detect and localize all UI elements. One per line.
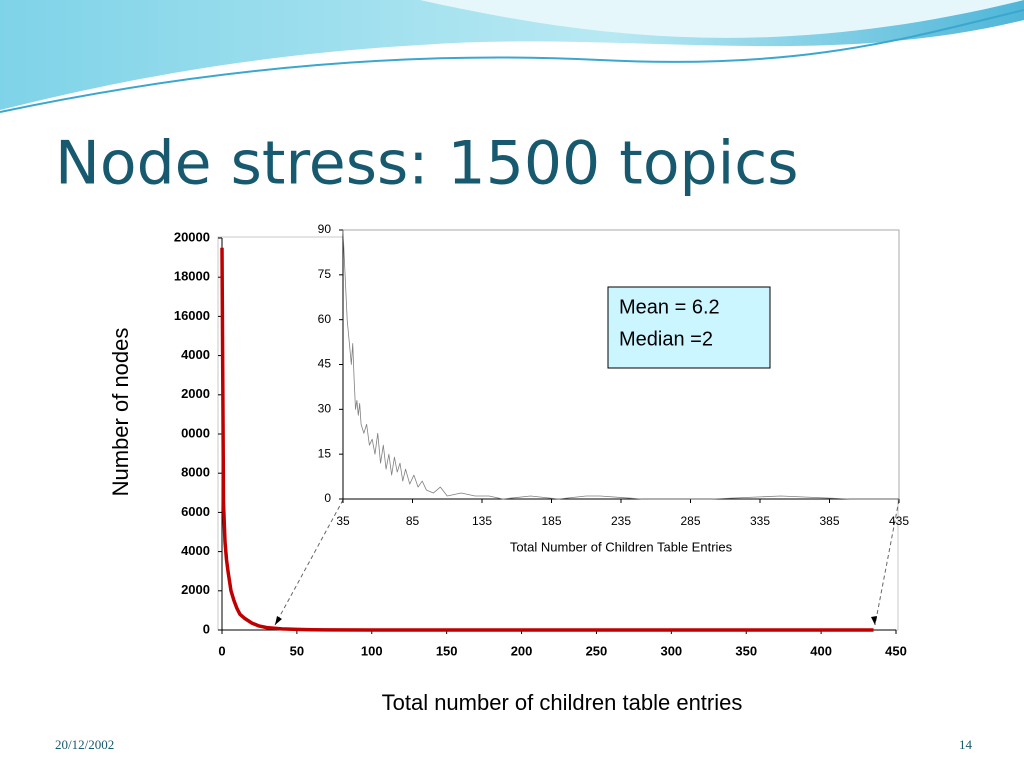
y-tick-label: 45 <box>318 357 332 371</box>
x-tick-label: 285 <box>680 514 700 528</box>
y-tick-label: 8000 <box>181 465 210 480</box>
header-wave-line <box>0 9 1024 113</box>
x-tick-label: 250 <box>586 643 608 658</box>
header-wave-light <box>420 0 1024 38</box>
x-tick-label: 50 <box>290 643 304 658</box>
annotation: Mean = 6.2 <box>619 296 720 318</box>
x-tick-label: 400 <box>810 643 832 658</box>
x-tick-label: 0 <box>218 643 225 658</box>
slide-date: 20/12/2002 <box>55 737 114 752</box>
data-line <box>342 229 899 500</box>
y-tick-label: 30 <box>318 402 332 416</box>
x-tick-label: 435 <box>889 514 909 528</box>
y-tick-label: 6000 <box>181 504 210 519</box>
x-tick-label: 450 <box>885 643 907 658</box>
y-tick-label: 20000 <box>174 229 210 244</box>
zoom-arrowhead <box>275 616 877 625</box>
x-tick-label: 135 <box>472 514 492 528</box>
x-tick-label: 200 <box>511 643 533 658</box>
data-line <box>220 247 874 632</box>
y-tick-label: 16000 <box>174 308 210 323</box>
x-tick-label: 150 <box>436 643 458 658</box>
x-tick-label: 235 <box>611 514 631 528</box>
x-axis-label: Total Number of Children Table Entries <box>510 539 733 554</box>
x-tick-label: 350 <box>735 643 757 658</box>
y-tick-label: 4000 <box>181 543 210 558</box>
inset-chart: 0 15 30 45 60 75 90 35 85 135 185 235 285 335 385 435 To… <box>318 222 910 554</box>
x-tick-label: 100 <box>361 643 383 658</box>
x-tick-label: 385 <box>819 514 839 528</box>
x-tick-label: 85 <box>406 514 420 528</box>
annotation-box <box>607 286 771 369</box>
y-tick-label: 2000 <box>181 582 210 597</box>
y-tick-label: 18000 <box>174 269 210 284</box>
slide-page: 14 <box>959 737 973 752</box>
y-tick-label: 15 <box>318 446 332 460</box>
y-tick-label: 0 <box>203 621 210 636</box>
y-tick-label: 75 <box>318 267 332 281</box>
y-axis-label: Number of nodes <box>108 328 133 497</box>
x-tick-label: 35 <box>336 514 350 528</box>
annotation: Median =2 <box>619 328 713 350</box>
x-axis-label: Total number of children table entries <box>382 690 743 715</box>
y-tick-label: 90 <box>318 222 332 236</box>
y-tick-label: 0 <box>324 491 331 505</box>
x-tick-label: 335 <box>750 514 770 528</box>
x-tick-label: 185 <box>541 514 561 528</box>
y-tick-label: 2000 <box>181 386 210 401</box>
y-tick-label: 60 <box>318 312 332 326</box>
x-tick-label: 300 <box>660 643 682 658</box>
slide-title: Node stress: 1500 topics <box>55 129 799 199</box>
y-tick-label: 0000 <box>181 425 210 440</box>
zoom-line <box>874 499 900 626</box>
zoom-line <box>274 499 344 626</box>
y-tick-label: 4000 <box>181 347 210 362</box>
main-chart: 0200040006000800000002000400016000180002… <box>108 229 907 714</box>
